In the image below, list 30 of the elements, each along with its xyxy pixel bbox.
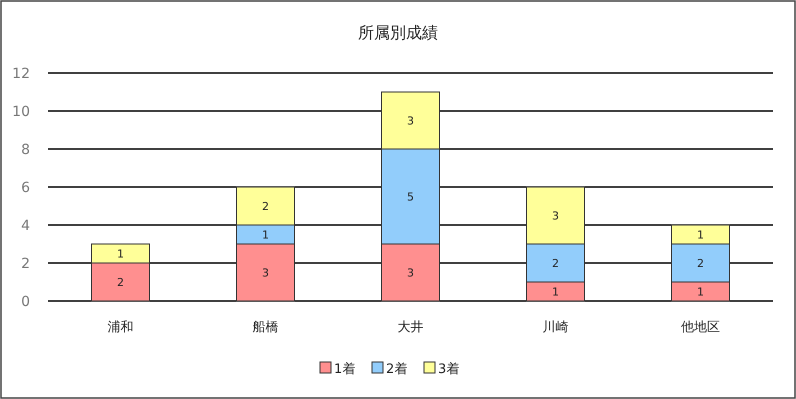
y-tick-label: 0: [21, 294, 30, 310]
y-tick-label: 8: [21, 142, 30, 158]
legend-label: 3着: [438, 361, 460, 377]
x-tick-label: 船橋: [252, 320, 278, 335]
data-label: 2: [262, 200, 269, 213]
y-tick-label: 6: [21, 180, 30, 196]
legend-label: 2着: [386, 361, 408, 377]
x-tick-label: 川崎: [542, 320, 568, 335]
chart-title: 所属別成績: [358, 23, 438, 42]
x-tick-label: 大井: [398, 320, 424, 335]
data-label: 3: [262, 266, 269, 280]
legend-label: 1着: [334, 361, 356, 377]
data-label: 3: [407, 114, 414, 128]
data-label: 1: [262, 228, 269, 242]
y-tick-label: 2: [21, 256, 30, 272]
data-label: 2: [552, 257, 559, 270]
data-label: 1: [697, 286, 704, 298]
data-label: 1: [552, 286, 559, 298]
data-label: 3: [407, 266, 414, 280]
x-tick-label: 他地区: [681, 320, 720, 335]
data-label: 5: [407, 190, 414, 204]
data-label: 2: [697, 257, 704, 270]
data-label: 2: [117, 276, 124, 289]
y-tick-label: 12: [12, 66, 30, 82]
y-tick-label: 4: [21, 218, 30, 234]
data-label: 1: [697, 228, 704, 242]
data-label: 3: [552, 210, 559, 222]
y-tick-label: 10: [12, 104, 30, 120]
data-label: 1: [117, 248, 124, 260]
x-tick-label: 浦和: [108, 320, 134, 335]
